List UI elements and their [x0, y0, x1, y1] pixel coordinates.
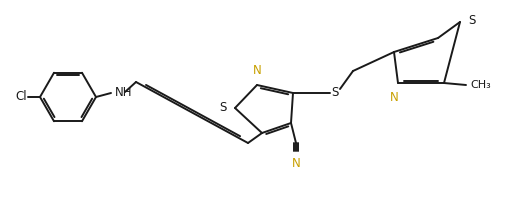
Text: N: N — [252, 64, 261, 77]
Text: NH: NH — [115, 86, 132, 100]
Text: S: S — [467, 14, 474, 26]
Text: S: S — [219, 101, 227, 115]
Text: N: N — [389, 91, 398, 104]
Text: CH₃: CH₃ — [469, 80, 490, 90]
Text: Cl: Cl — [15, 91, 27, 103]
Text: S: S — [331, 86, 338, 100]
Text: N: N — [291, 157, 300, 170]
